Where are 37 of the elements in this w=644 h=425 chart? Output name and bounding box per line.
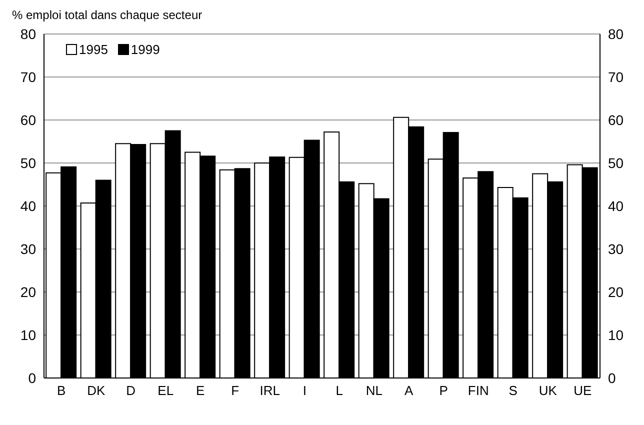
- y2-tick-label: 0: [608, 370, 616, 386]
- y2-tick-label: 60: [608, 112, 624, 128]
- legend-label: 1999: [130, 42, 160, 57]
- x-tick-label: FIN: [468, 383, 489, 398]
- y-tick-label: 0: [28, 370, 36, 386]
- x-tick-label: DK: [87, 383, 106, 398]
- y-tick-label: 70: [20, 68, 36, 85]
- x-tick-label: NL: [366, 383, 382, 398]
- x-tick-label: EL: [158, 383, 174, 398]
- x-tick-label: S: [508, 383, 518, 398]
- y-axis-title: % emploi total dans chaque secteur: [12, 8, 202, 22]
- y-tick-label: 10: [20, 326, 36, 343]
- x-tick-label: F: [231, 383, 240, 398]
- x-tick-label: B: [57, 383, 66, 398]
- y2-tick-label: 10: [608, 326, 624, 343]
- x-tick-label: P: [439, 383, 448, 398]
- y2-tick-label: 20: [608, 284, 624, 300]
- x-tick-label: L: [336, 383, 343, 398]
- y-tick-label: 60: [20, 112, 36, 128]
- y2-tick-label: 70: [608, 68, 624, 85]
- y-tick-label: 80: [20, 26, 36, 42]
- y-tick-label: 40: [20, 198, 36, 214]
- x-tick-label: I: [302, 383, 306, 398]
- x-tick-label: UE: [574, 383, 592, 398]
- y-tick-label: 30: [20, 240, 36, 257]
- y2-tick-label: 30: [608, 240, 624, 257]
- legend-label: 1995: [78, 42, 108, 57]
- x-tick-label: IRL: [260, 383, 280, 398]
- y2-tick-label: 80: [608, 26, 624, 42]
- y-tick-label: 20: [20, 284, 36, 300]
- y-tick-label: 50: [20, 154, 36, 171]
- x-tick-label: D: [126, 383, 136, 398]
- x-tick-label: UK: [538, 383, 558, 398]
- y2-tick-label: 40: [608, 198, 624, 214]
- x-tick-label: A: [404, 383, 414, 398]
- y2-tick-label: 50: [608, 154, 624, 171]
- x-tick-label: E: [196, 383, 206, 398]
